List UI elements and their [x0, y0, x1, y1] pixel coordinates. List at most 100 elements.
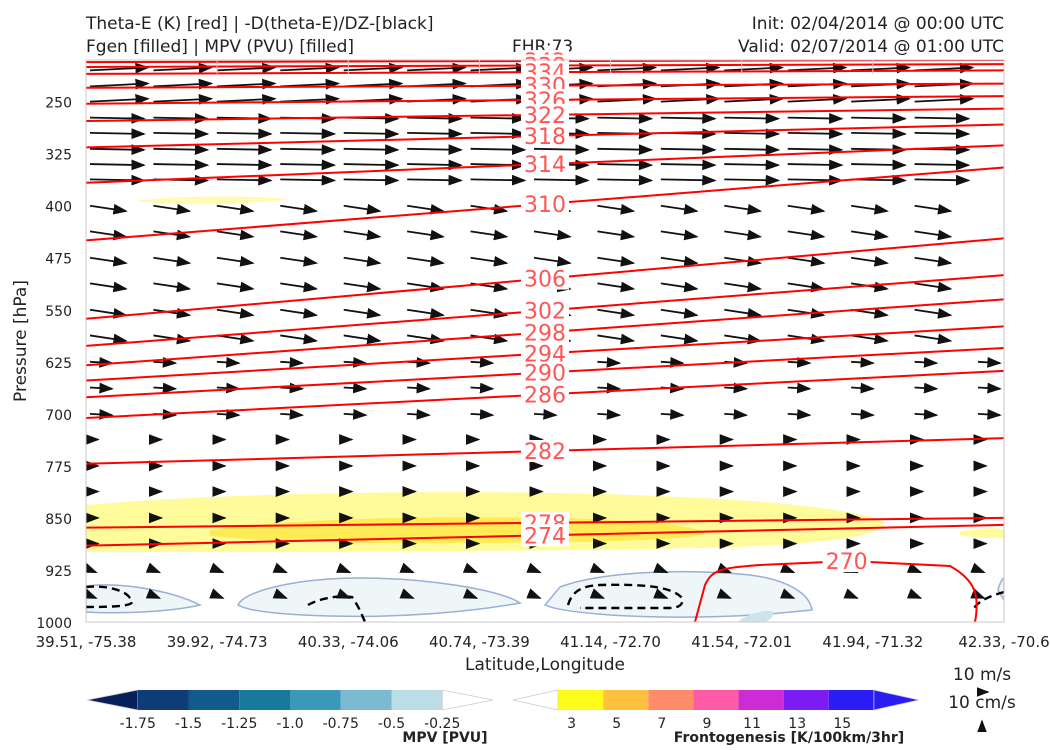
wind-vector — [153, 62, 214, 74]
wind-vector — [343, 128, 400, 140]
contour-label-bg — [521, 361, 569, 384]
wind-vector — [914, 128, 971, 140]
theta-e-label-274: 274 — [524, 524, 566, 549]
wind-vector — [724, 333, 763, 345]
wind-vector — [470, 356, 495, 368]
wind-vector — [597, 174, 654, 186]
wind-vector — [914, 333, 953, 345]
y-axis-label: Pressure [hPa] — [11, 280, 31, 402]
colorbar-tick-label: 9 — [703, 716, 712, 732]
theta-e-label-306: 306 — [524, 268, 566, 293]
wind-vector — [280, 333, 319, 345]
neg-dtheta-dz-contours — [86, 583, 1004, 622]
wind-vector — [724, 203, 763, 215]
vector-key-u-label: 10 m/s — [953, 665, 1011, 685]
wind-vector — [597, 255, 636, 267]
wind-vector — [89, 113, 146, 124]
wind-vector — [209, 588, 225, 599]
wind-vector — [914, 203, 953, 215]
wind-vector — [914, 409, 939, 420]
wind-vector — [280, 159, 337, 171]
x-tick-label: 42.33, -70.6 — [958, 633, 1049, 651]
wind-vector — [407, 307, 445, 319]
wind-vector — [724, 307, 763, 319]
wind-vector — [407, 144, 463, 156]
x-tick-label: 41.54, -72.01 — [691, 633, 792, 651]
wind-vector — [343, 144, 400, 156]
colorbar-segment — [188, 690, 240, 710]
wind-vector — [851, 382, 875, 394]
wind-vector — [216, 78, 277, 90]
wind-vector — [660, 159, 717, 171]
wind-vector — [597, 333, 636, 345]
wind-vector — [724, 62, 785, 74]
wind-vector — [597, 382, 622, 394]
contour-label-bg — [521, 321, 569, 344]
wind-vector — [851, 128, 907, 140]
x-tick-label: 40.33, -74.06 — [298, 633, 399, 651]
colorbar-tick-label: -0.25 — [424, 716, 460, 732]
wind-vector — [280, 62, 341, 74]
x-tick-label: 39.92, -74.73 — [167, 633, 268, 651]
wind-vector — [336, 588, 352, 599]
wind-vector — [787, 229, 826, 241]
wind-vector — [660, 62, 721, 74]
colorbar-segment — [290, 690, 341, 710]
wind-vector — [280, 174, 337, 186]
colorbar-segment — [648, 690, 694, 710]
wind-vector — [716, 562, 732, 574]
colorbar-tick-label: -1.25 — [221, 716, 257, 732]
theta-e-label-290: 290 — [524, 362, 566, 387]
wind-vector — [216, 144, 273, 156]
wind-vector — [209, 562, 225, 574]
contour-label-bg — [521, 439, 569, 462]
theta-e-label-270: 270 — [826, 550, 868, 575]
wind-vector — [89, 62, 150, 74]
wind-vector — [914, 93, 975, 105]
wind-vector — [470, 144, 527, 156]
wind-vector — [280, 128, 337, 140]
wind-vector — [343, 159, 400, 171]
wind-vector — [660, 255, 699, 267]
colorbar-segment — [738, 690, 784, 710]
wind-vector — [89, 409, 114, 420]
contour-label-bg — [521, 383, 569, 406]
wind-vector — [216, 356, 241, 368]
y-tick-label: 250 — [45, 96, 72, 112]
wind-vector — [970, 588, 986, 599]
theta-e-label-302: 302 — [524, 299, 566, 324]
wind-vector — [470, 128, 527, 140]
wind-vector — [906, 588, 923, 599]
wind-vector — [216, 255, 255, 267]
wind-vector — [787, 409, 812, 420]
wind-vector — [597, 203, 636, 215]
wind-vector — [153, 93, 214, 105]
wind-vector — [153, 203, 192, 215]
wind-vector — [280, 281, 319, 293]
chart-title-line-2: Fgen [filled] | MPV (PVU) [filled] — [86, 37, 355, 57]
mpv-colorbar: -1.75 -1.5 -1.25 -1.0 -0.75 -0.5 -0.25 — [86, 689, 494, 732]
wind-vector — [407, 113, 463, 124]
theta-e-label-298: 298 — [524, 321, 566, 346]
wind-vector — [89, 78, 150, 90]
wind-vector — [843, 588, 859, 599]
y-tick-label: 1000 — [36, 616, 72, 632]
colorbar-tick-label: -1.5 — [175, 716, 202, 732]
wind-vector — [153, 159, 210, 171]
wind-vector — [470, 382, 495, 394]
wind-vector — [597, 307, 636, 319]
valid-time: Valid: 02/07/2014 @ 01:00 UTC — [738, 37, 1004, 57]
wind-vector — [660, 144, 717, 156]
wind-vector — [399, 588, 415, 599]
colorbar-segment — [86, 689, 139, 711]
y-tick-label: 475 — [45, 252, 72, 268]
colorbar-segment — [441, 689, 494, 711]
wind-vector — [914, 255, 953, 267]
wind-vector — [470, 174, 527, 186]
wind-vector — [153, 255, 192, 267]
wind-vector — [407, 382, 431, 394]
wind-vector — [914, 113, 971, 124]
contour-label-bg — [822, 550, 871, 572]
wind-vector — [787, 93, 848, 105]
